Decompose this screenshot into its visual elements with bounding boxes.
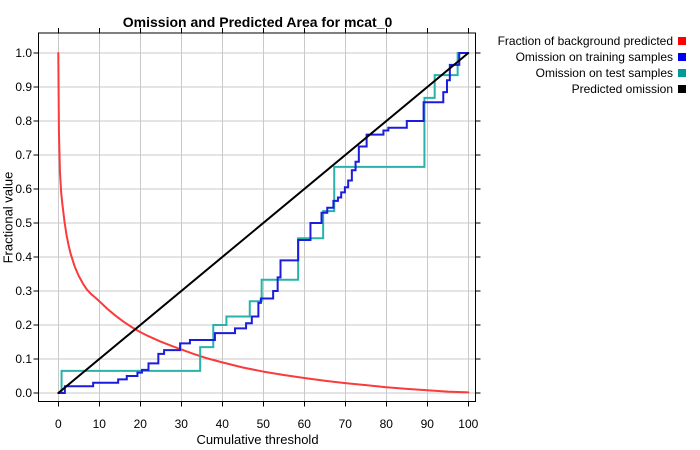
svg-text:0.9: 0.9 xyxy=(15,80,32,94)
svg-text:0.6: 0.6 xyxy=(15,182,32,196)
legend-label: Predicted omission xyxy=(571,81,673,96)
chart-title: Omission and Predicted Area for mcat_0 xyxy=(122,14,393,30)
legend-item-background-predicted: Fraction of background predicted xyxy=(497,33,686,48)
svg-text:50: 50 xyxy=(257,417,271,431)
legend-item-test-omission: Omission on test samples xyxy=(498,65,686,80)
svg-text:0.8: 0.8 xyxy=(15,114,32,128)
svg-text:0.2: 0.2 xyxy=(15,318,32,332)
svg-text:0.7: 0.7 xyxy=(15,148,32,162)
blue-swatch-icon xyxy=(678,52,686,61)
teal-swatch-icon xyxy=(678,68,686,77)
svg-text:70: 70 xyxy=(339,417,353,431)
legend-item-training-omission: Omission on training samples xyxy=(498,49,686,64)
y-axis-label: Fractional value xyxy=(0,171,16,264)
x-axis-label: Cumulative threshold xyxy=(196,432,319,447)
svg-text:0.3: 0.3 xyxy=(15,284,32,298)
svg-text:90: 90 xyxy=(421,417,435,431)
black-swatch-icon xyxy=(678,84,686,93)
svg-text:0.4: 0.4 xyxy=(15,250,32,264)
svg-text:1.0: 1.0 xyxy=(15,46,32,60)
red-swatch-icon xyxy=(678,36,686,45)
svg-text:0: 0 xyxy=(55,417,62,431)
svg-text:0.5: 0.5 xyxy=(15,216,32,230)
svg-text:0.0: 0.0 xyxy=(15,386,32,400)
legend-label: Omission on training samples xyxy=(515,49,673,64)
svg-text:100: 100 xyxy=(458,417,478,431)
svg-text:20: 20 xyxy=(134,417,148,431)
svg-text:60: 60 xyxy=(298,417,312,431)
svg-text:80: 80 xyxy=(380,417,394,431)
legend-label: Omission on test samples xyxy=(535,65,673,80)
svg-text:30: 30 xyxy=(175,417,189,431)
legend-label: Fraction of background predicted xyxy=(497,33,673,48)
svg-text:10: 10 xyxy=(93,417,107,431)
svg-text:40: 40 xyxy=(216,417,230,431)
svg-text:0.1: 0.1 xyxy=(15,352,32,366)
legend: Fraction of background predicted Omissio… xyxy=(498,34,686,98)
legend-item-predicted-omission: Predicted omission xyxy=(498,81,686,96)
